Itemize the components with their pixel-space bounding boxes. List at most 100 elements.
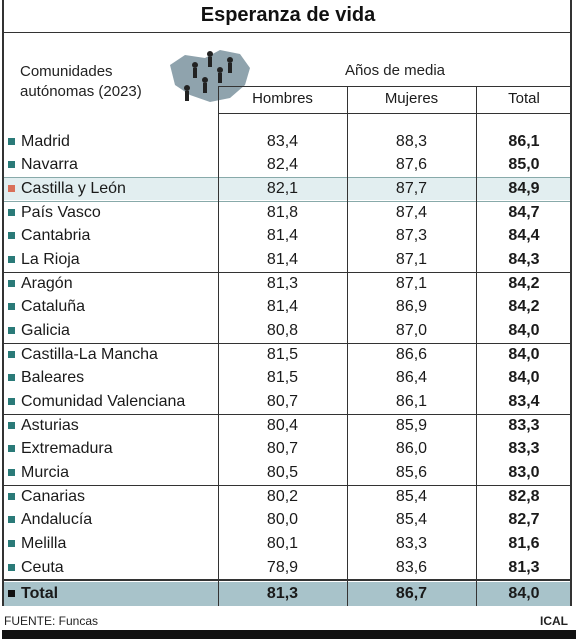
row-name: Murcia — [21, 463, 70, 481]
row-marker — [8, 539, 15, 547]
row-marker — [8, 161, 15, 169]
brand: ICAL — [540, 614, 568, 628]
cell-value: 85,0 — [508, 156, 540, 174]
cell-value: 81,8 — [266, 203, 299, 221]
cell-value: 81,4 — [266, 298, 299, 316]
cell-value: 83,3 — [395, 534, 428, 552]
row-name: Castilla-La Mancha — [21, 345, 158, 363]
row-name: Comunidad Valenciana — [21, 392, 186, 410]
cell-value: 81,3 — [266, 585, 299, 603]
row-marker — [8, 421, 15, 429]
column-header: Total — [508, 90, 540, 107]
row-name: Baleares — [21, 369, 85, 387]
row-name: Canarias — [21, 487, 86, 505]
cell-value: 84,2 — [508, 274, 540, 292]
group-rule — [4, 271, 570, 273]
row-marker — [8, 374, 15, 382]
row-marker — [8, 397, 15, 405]
rule — [4, 579, 570, 582]
cell-value: 87,0 — [395, 321, 428, 339]
cell-value: 81,5 — [266, 369, 299, 387]
cell-value: 80,1 — [266, 534, 299, 552]
group-rule — [4, 484, 570, 486]
row-marker — [8, 516, 15, 524]
cell-value: 87,4 — [395, 203, 428, 221]
group-rule — [4, 413, 570, 415]
cell-value: 86,1 — [395, 392, 428, 410]
row-marker — [8, 445, 15, 453]
cell-value: 84,0 — [508, 585, 540, 603]
row-marker — [8, 590, 15, 598]
source: FUENTE: Funcas — [4, 614, 99, 628]
row-name: Navarra — [21, 156, 78, 174]
row-marker — [8, 468, 15, 476]
rule — [218, 113, 572, 114]
cell-value: 84,2 — [508, 298, 540, 316]
title: Esperanza de vida — [200, 4, 376, 26]
cell-value: 82,4 — [266, 156, 299, 174]
cell-value: 80,7 — [266, 440, 299, 458]
column-header: Mujeres — [384, 90, 439, 107]
row-highlight — [4, 582, 570, 606]
cell-value: 82,7 — [508, 511, 540, 529]
row-marker — [8, 303, 15, 311]
cell-value: 80,8 — [266, 321, 299, 339]
row-marker — [8, 184, 15, 192]
cell-value: 83,0 — [508, 463, 540, 481]
group-rule — [4, 342, 570, 344]
row-name: País Vasco — [21, 203, 101, 221]
cell-value: 80,7 — [266, 392, 299, 410]
col-rule — [476, 86, 477, 606]
row-name: Aragón — [21, 274, 73, 292]
cell-value: 81,4 — [266, 227, 299, 245]
row-marker — [8, 255, 15, 263]
cell-value: 80,4 — [266, 416, 299, 434]
row-name: Extremadura — [21, 440, 113, 458]
cell-value: 82,8 — [508, 487, 540, 505]
rule — [4, 176, 570, 178]
rule — [218, 86, 572, 87]
cell-value: 86,1 — [508, 132, 540, 150]
cell-value: 81,6 — [508, 534, 540, 552]
row-marker — [8, 563, 15, 571]
rule — [2, 32, 572, 33]
cell-value: 84,0 — [508, 369, 540, 387]
cell-value: 83,6 — [395, 558, 428, 576]
col-rule — [218, 86, 219, 606]
row-name: La Rioja — [21, 250, 80, 268]
row-marker — [8, 232, 15, 240]
cell-value: 78,9 — [266, 558, 299, 576]
cell-value: 81,3 — [508, 558, 540, 576]
cell-value: 87,3 — [395, 227, 428, 245]
cell-value: 83,3 — [508, 416, 540, 434]
cell-value: 81,4 — [266, 250, 299, 268]
cell-value: 86,4 — [395, 369, 428, 387]
cell-value: 83,4 — [266, 132, 299, 150]
row-name: Castilla y León — [21, 179, 126, 197]
bottom-bar — [2, 630, 576, 639]
cell-value: 84,3 — [508, 250, 540, 268]
row-marker — [8, 326, 15, 334]
group-header: Años de media — [344, 62, 446, 79]
map-icon — [170, 50, 250, 102]
row-label-header: Comunidades autónomas (2023) — [20, 63, 142, 100]
column-header: Hombres — [252, 90, 313, 107]
cell-value: 86,0 — [395, 440, 428, 458]
row-name: Galicia — [21, 321, 70, 339]
cell-value: 80,5 — [266, 463, 299, 481]
cell-value: 87,1 — [395, 250, 428, 268]
cell-value: 81,5 — [266, 345, 299, 363]
cell-value: 85,4 — [395, 511, 428, 529]
row-marker — [8, 492, 15, 500]
cell-value: 85,6 — [395, 463, 428, 481]
row-name: Total — [21, 585, 59, 603]
cell-value: 84,0 — [508, 345, 540, 363]
row-name: Andalucía — [21, 511, 93, 529]
cell-value: 83,4 — [508, 392, 540, 410]
rule — [4, 200, 570, 202]
row-name: Asturias — [21, 416, 79, 434]
cell-value: 88,3 — [395, 132, 428, 150]
cell-value: 80,0 — [266, 511, 299, 529]
cell-value: 86,9 — [395, 298, 428, 316]
